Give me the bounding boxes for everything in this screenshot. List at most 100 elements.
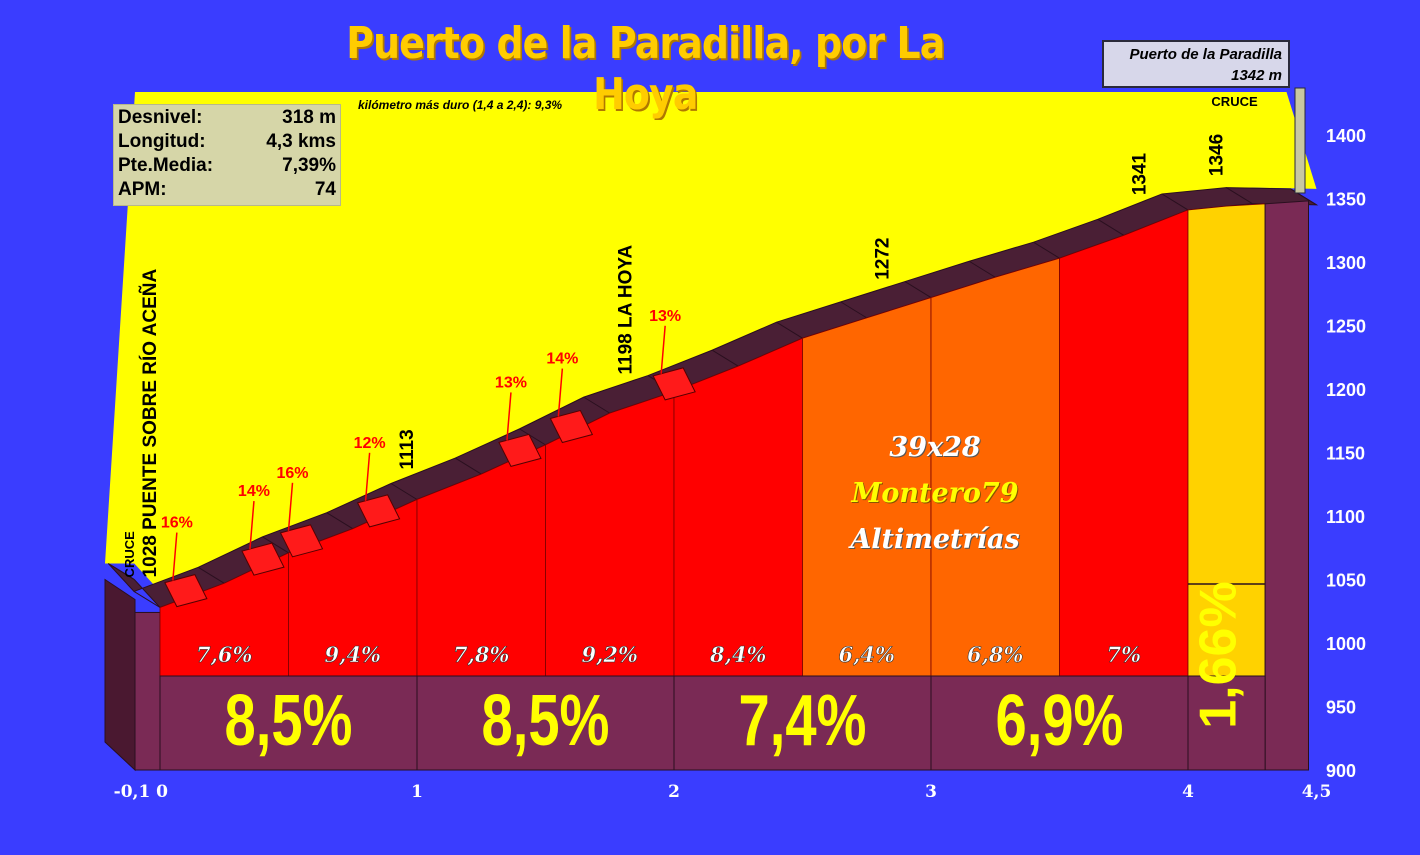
stat-row: Pte.Media: 7,39% xyxy=(118,155,336,179)
y-tick-label: 1050 xyxy=(1326,571,1366,591)
ridge-divider xyxy=(390,483,418,500)
stat-row: APM: 74 xyxy=(118,179,336,203)
y-tick-label: 1200 xyxy=(1326,380,1366,400)
waypoint-note: CRUCE xyxy=(1211,94,1258,109)
ramp-grade-label: 14% xyxy=(238,483,270,500)
stat-label: APM: xyxy=(118,179,167,200)
ramp-grade-label: 16% xyxy=(276,465,308,482)
y-tick-label: 900 xyxy=(1326,761,1356,781)
ramp-grade-label: 13% xyxy=(495,374,527,391)
watermark-line: Montero79 xyxy=(851,478,1019,509)
ramp-highlight xyxy=(549,409,594,444)
hardest-km-note: kilómetro más duro (1,4 a 2,4): 9,3% xyxy=(358,98,563,112)
ramp-highlight xyxy=(279,524,324,558)
waypoint-label: 1113 xyxy=(397,429,418,469)
x-tick-label: 3 xyxy=(925,782,937,802)
km-block xyxy=(930,675,1189,771)
km-block xyxy=(1187,675,1266,771)
segment-fill xyxy=(930,257,1060,677)
ridge-divider xyxy=(197,566,225,584)
half-km-grade-label: 7,8% xyxy=(453,642,510,667)
segment-fill xyxy=(1059,209,1189,677)
ramp-highlight xyxy=(652,367,696,401)
ramp-highlight xyxy=(241,542,285,576)
summit-pointer xyxy=(1294,87,1306,194)
y-tick-label: 1300 xyxy=(1326,253,1366,273)
summit-altitude: 1342 m xyxy=(1231,67,1282,84)
waypoint-label: 1346 xyxy=(1207,134,1228,176)
profile-sky xyxy=(105,92,1317,592)
half-km-grade-label: 7% xyxy=(1106,642,1141,667)
stat-row: Desnivel: 318 m xyxy=(118,107,336,131)
waypoint-note: CRUCE xyxy=(122,531,137,578)
ramp-grade-label: 12% xyxy=(354,435,386,452)
ramp-leader xyxy=(557,368,564,417)
x-tick-label: 2 xyxy=(668,782,680,802)
summit-box: Puerto de la Paradilla 1342 m xyxy=(1102,40,1290,88)
km-grade-label: 7,4% xyxy=(739,680,867,760)
y-tick-label: 1000 xyxy=(1326,634,1366,654)
ramp-highlight xyxy=(356,494,401,528)
km-grade-label: 1,66% xyxy=(1190,581,1248,728)
half-km-grade-label: 7,6% xyxy=(196,642,253,667)
km-grade-label: 8,5% xyxy=(482,680,610,760)
stat-label: Pte.Media: xyxy=(118,155,214,176)
ridge-divider xyxy=(1097,218,1125,236)
stat-value: 74 xyxy=(314,179,336,200)
ramp-highlight xyxy=(164,574,208,608)
ridge-divider xyxy=(454,457,482,475)
half-km-grade-label: 8,4% xyxy=(709,642,767,667)
stat-value: 318 m xyxy=(282,107,336,128)
x-tick-label: 4,5 xyxy=(1302,782,1332,802)
km-grade-label: 8,5% xyxy=(225,680,353,760)
stats-panel: Desnivel: 318 m Longitud: 4,3 kms Pte.Me… xyxy=(113,104,341,206)
ramp-leader xyxy=(287,482,294,531)
half-km-grade-label: 6,4% xyxy=(839,642,896,667)
waypoint-label: 1341 xyxy=(1129,152,1150,195)
ramp-leader xyxy=(506,392,512,441)
chart-title: Puerto de la Paradilla, por La Hoya xyxy=(346,18,945,120)
km-grade-label: 6,9% xyxy=(996,680,1124,760)
x-tick-label: -0,1 xyxy=(114,782,151,802)
ramp-highlight xyxy=(498,433,542,467)
km-block xyxy=(159,675,418,771)
half-km-grade-label: 9,4% xyxy=(325,642,382,667)
ramp-grade-label: 13% xyxy=(649,308,681,325)
km-block xyxy=(673,675,932,771)
half-km-grade-label: 6,8% xyxy=(967,642,1024,667)
y-tick-label: 1100 xyxy=(1326,507,1365,527)
stat-value: 4,3 kms xyxy=(266,131,336,152)
base-left-bevel xyxy=(104,578,136,772)
x-tick-label: 1 xyxy=(411,782,423,802)
stat-value: 7,39% xyxy=(282,155,336,176)
y-tick-label: 1400 xyxy=(1326,126,1366,146)
ridge-divider xyxy=(711,349,739,367)
ridge-divider xyxy=(968,260,996,278)
ramp-leader xyxy=(172,532,178,581)
ridge-divider xyxy=(108,563,135,580)
ridge-divider xyxy=(519,428,546,446)
waypoint-label: 1272 xyxy=(872,237,893,279)
ridge-divider xyxy=(583,396,611,414)
ridge-divider xyxy=(326,512,354,530)
end-wall xyxy=(1264,200,1309,771)
ridge-divider xyxy=(840,301,868,319)
base-left-block xyxy=(134,611,161,771)
ramp-leader xyxy=(364,452,371,501)
ridge-divider xyxy=(904,281,932,298)
waypoint-label: 1028 PUENTE SOBRE RÍO ACEÑA xyxy=(139,269,161,578)
ramp-grade-label: 16% xyxy=(161,515,193,532)
km-block xyxy=(416,675,675,771)
ramp-grade-label: 14% xyxy=(546,351,578,368)
y-tick-label: 1250 xyxy=(1326,317,1366,337)
y-tick-label: 1350 xyxy=(1326,190,1366,210)
x-tick-label: 0 xyxy=(156,782,168,802)
ridge-divider xyxy=(1161,193,1189,211)
waypoint-label: 1198 LA HOYA xyxy=(615,245,636,375)
half-km-grade-label: 9,2% xyxy=(582,642,639,667)
x-tick-label: 4 xyxy=(1182,782,1194,802)
ridge-divider xyxy=(1225,187,1253,205)
ridge-divider xyxy=(1033,241,1060,259)
ridge-divider xyxy=(262,536,289,554)
